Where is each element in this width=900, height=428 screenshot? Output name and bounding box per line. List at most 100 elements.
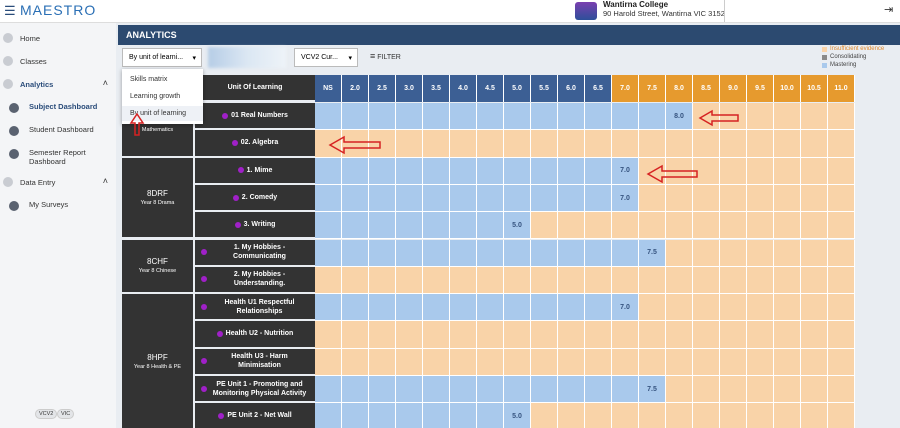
level-cell[interactable] [693,376,720,404]
level-cell[interactable] [450,103,477,131]
level-cell[interactable] [747,376,774,404]
level-cell[interactable] [396,294,423,322]
level-cell[interactable] [693,321,720,349]
level-cell[interactable] [558,103,585,131]
level-cell[interactable] [828,376,855,404]
level-cell[interactable] [585,348,612,376]
level-cell[interactable] [747,130,774,158]
level-cell[interactable] [828,184,855,213]
level-cell[interactable] [315,157,342,185]
level-cell[interactable] [801,403,828,428]
level-cell[interactable] [477,239,504,267]
logout-button[interactable]: ⇥ [884,4,894,16]
level-cell[interactable] [423,376,450,404]
level-cell[interactable] [558,321,585,349]
level-cell[interactable] [396,239,423,267]
level-cell[interactable] [666,184,693,213]
menu-option[interactable]: By unit of learning [122,106,203,121]
level-cell[interactable] [396,103,423,131]
level-cell[interactable] [369,348,396,376]
level-cell[interactable] [558,212,585,240]
level-cell[interactable] [531,239,558,267]
level-cell[interactable]: 5.0 [504,403,531,428]
level-cell[interactable] [720,376,747,404]
level-cell[interactable] [720,212,747,240]
level-cell[interactable] [747,266,774,295]
unit-cell[interactable]: PE Unit 2 - Net Wall [193,403,315,428]
level-cell[interactable] [774,403,801,428]
level-cell[interactable] [315,184,342,213]
level-cell[interactable] [612,212,639,240]
level-cell[interactable] [450,403,477,428]
level-cell[interactable] [828,294,855,322]
level-cell[interactable] [504,184,531,213]
level-cell[interactable] [531,130,558,158]
level-cell[interactable] [774,376,801,404]
level-cell[interactable]: 5.0 [504,212,531,240]
level-cell[interactable] [504,321,531,349]
level-cell[interactable] [477,212,504,240]
level-cell[interactable] [342,212,369,240]
level-cell[interactable] [423,130,450,158]
level-cell[interactable] [801,103,828,131]
level-cell[interactable] [450,184,477,213]
level-cell[interactable] [774,266,801,295]
level-cell[interactable] [369,294,396,322]
level-cell[interactable] [612,403,639,428]
level-cell[interactable] [612,266,639,295]
level-cell[interactable] [423,103,450,131]
level-cell[interactable] [423,348,450,376]
level-cell[interactable] [747,184,774,213]
level-cell[interactable] [747,212,774,240]
level-cell[interactable] [315,239,342,267]
level-cell[interactable] [477,130,504,158]
level-cell[interactable] [504,266,531,295]
nav-item[interactable]: Classes [0,52,116,72]
level-cell[interactable] [531,157,558,185]
level-cell[interactable] [477,403,504,428]
level-cell[interactable] [828,212,855,240]
nav-subitem[interactable]: Semester Report Dashboard [0,144,116,170]
level-cell[interactable] [369,130,396,158]
level-cell[interactable] [423,294,450,322]
level-cell[interactable] [585,157,612,185]
level-cell[interactable] [666,376,693,404]
level-cell[interactable] [342,376,369,404]
level-cell[interactable] [585,184,612,213]
level-cell[interactable] [423,239,450,267]
level-cell[interactable] [801,184,828,213]
level-cell[interactable] [531,212,558,240]
level-cell[interactable]: 8.0 [666,103,693,131]
level-cell[interactable] [396,212,423,240]
level-cell[interactable] [477,266,504,295]
unit-cell[interactable]: Health U1 Respectful Relationships [193,294,315,322]
level-cell[interactable] [423,157,450,185]
level-cell[interactable] [828,103,855,131]
level-cell[interactable] [315,103,342,131]
level-cell[interactable] [639,212,666,240]
level-cell[interactable] [531,266,558,295]
level-cell[interactable] [720,239,747,267]
level-cell[interactable] [315,266,342,295]
level-cell[interactable] [531,403,558,428]
unit-cell[interactable]: 1. Mime [193,157,315,185]
level-cell[interactable] [315,294,342,322]
level-cell[interactable] [558,348,585,376]
level-cell[interactable] [666,239,693,267]
level-cell[interactable] [693,403,720,428]
level-cell[interactable] [693,184,720,213]
level-cell[interactable] [315,403,342,428]
level-cell[interactable] [639,403,666,428]
level-cell[interactable] [315,376,342,404]
level-cell[interactable] [504,376,531,404]
menu-button[interactable]: ☰ [4,3,16,18]
level-cell[interactable] [639,321,666,349]
level-cell[interactable] [585,294,612,322]
view-select[interactable]: By unit of learni... ▾ [122,48,202,67]
level-cell[interactable] [396,348,423,376]
level-cell[interactable] [585,103,612,131]
unit-cell[interactable]: PE Unit 1 - Promoting and Monitoring Phy… [193,376,315,404]
nav-item[interactable]: Analytics ˄ [0,75,116,95]
level-cell[interactable] [342,184,369,213]
level-cell[interactable] [639,348,666,376]
